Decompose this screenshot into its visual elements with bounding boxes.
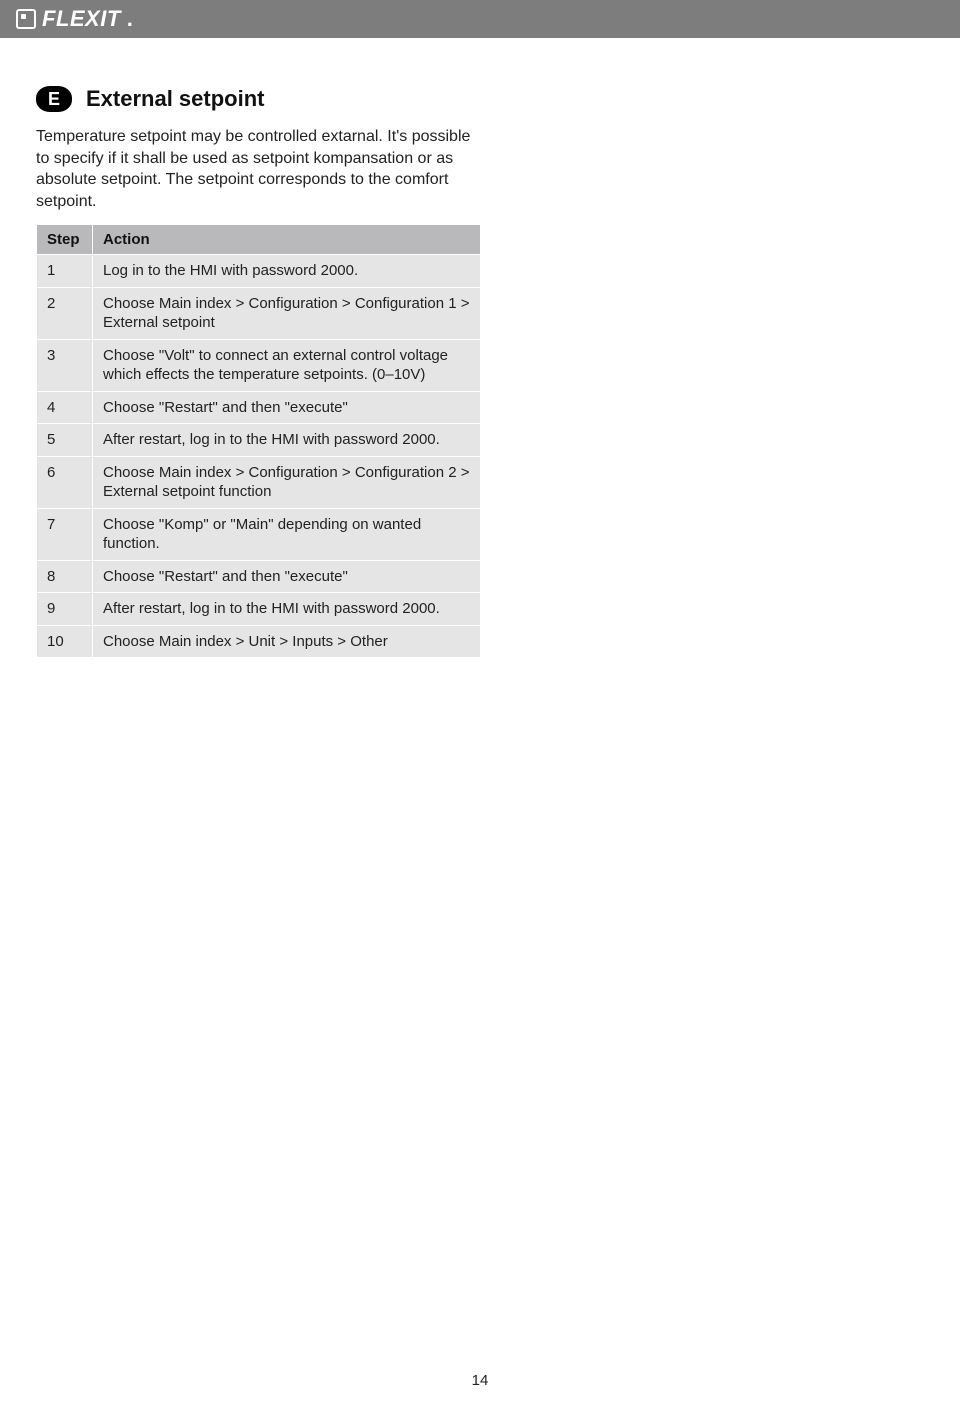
page-content: E External setpoint Temperature setpoint… bbox=[0, 38, 520, 658]
table-header-row: Step Action bbox=[37, 225, 481, 255]
action-cell: Choose Main index > Configuration > Conf… bbox=[93, 287, 481, 339]
step-cell: 1 bbox=[37, 255, 93, 288]
action-cell: Choose "Restart" and then "execute" bbox=[93, 560, 481, 593]
col-header-action: Action bbox=[93, 225, 481, 255]
step-cell: 2 bbox=[37, 287, 93, 339]
table-row: 5 After restart, log in to the HMI with … bbox=[37, 424, 481, 457]
table-row: 2 Choose Main index > Configuration > Co… bbox=[37, 287, 481, 339]
table-row: 7 Choose "Komp" or "Main" depending on w… bbox=[37, 508, 481, 560]
step-cell: 7 bbox=[37, 508, 93, 560]
section-badge: E bbox=[36, 86, 72, 112]
table-row: 9 After restart, log in to the HMI with … bbox=[37, 593, 481, 626]
brand-logo-dot: . bbox=[127, 6, 133, 32]
table-row: 8 Choose "Restart" and then "execute" bbox=[37, 560, 481, 593]
table-row: 10 Choose Main index > Unit > Inputs > O… bbox=[37, 625, 481, 658]
section-title-row: E External setpoint bbox=[36, 86, 484, 112]
brand-logo-icon bbox=[16, 9, 36, 29]
action-cell: Choose Main index > Configuration > Conf… bbox=[93, 456, 481, 508]
table-row: 4 Choose "Restart" and then "execute" bbox=[37, 391, 481, 424]
table-row: 6 Choose Main index > Configuration > Co… bbox=[37, 456, 481, 508]
action-cell: After restart, log in to the HMI with pa… bbox=[93, 593, 481, 626]
step-cell: 10 bbox=[37, 625, 93, 658]
action-cell: Choose "Restart" and then "execute" bbox=[93, 391, 481, 424]
step-cell: 8 bbox=[37, 560, 93, 593]
brand-header-bar: FLEXIT. bbox=[0, 0, 960, 38]
brand-logo-text: FLEXIT bbox=[42, 6, 121, 32]
brand-logo: FLEXIT. bbox=[16, 6, 133, 32]
intro-paragraph: Temperature setpoint may be controlled e… bbox=[36, 126, 476, 212]
col-header-step: Step bbox=[37, 225, 93, 255]
action-cell: Choose "Volt" to connect an external con… bbox=[93, 339, 481, 391]
step-cell: 3 bbox=[37, 339, 93, 391]
table-row: 1 Log in to the HMI with password 2000. bbox=[37, 255, 481, 288]
action-cell: After restart, log in to the HMI with pa… bbox=[93, 424, 481, 457]
action-cell: Choose Main index > Unit > Inputs > Othe… bbox=[93, 625, 481, 658]
step-cell: 4 bbox=[37, 391, 93, 424]
page-number: 14 bbox=[0, 1372, 960, 1389]
step-cell: 6 bbox=[37, 456, 93, 508]
table-row: 3 Choose "Volt" to connect an external c… bbox=[37, 339, 481, 391]
step-cell: 5 bbox=[37, 424, 93, 457]
step-cell: 9 bbox=[37, 593, 93, 626]
action-cell: Choose "Komp" or "Main" depending on wan… bbox=[93, 508, 481, 560]
section-title: External setpoint bbox=[86, 86, 264, 112]
steps-table: Step Action 1 Log in to the HMI with pas… bbox=[36, 224, 481, 658]
action-cell: Log in to the HMI with password 2000. bbox=[93, 255, 481, 288]
